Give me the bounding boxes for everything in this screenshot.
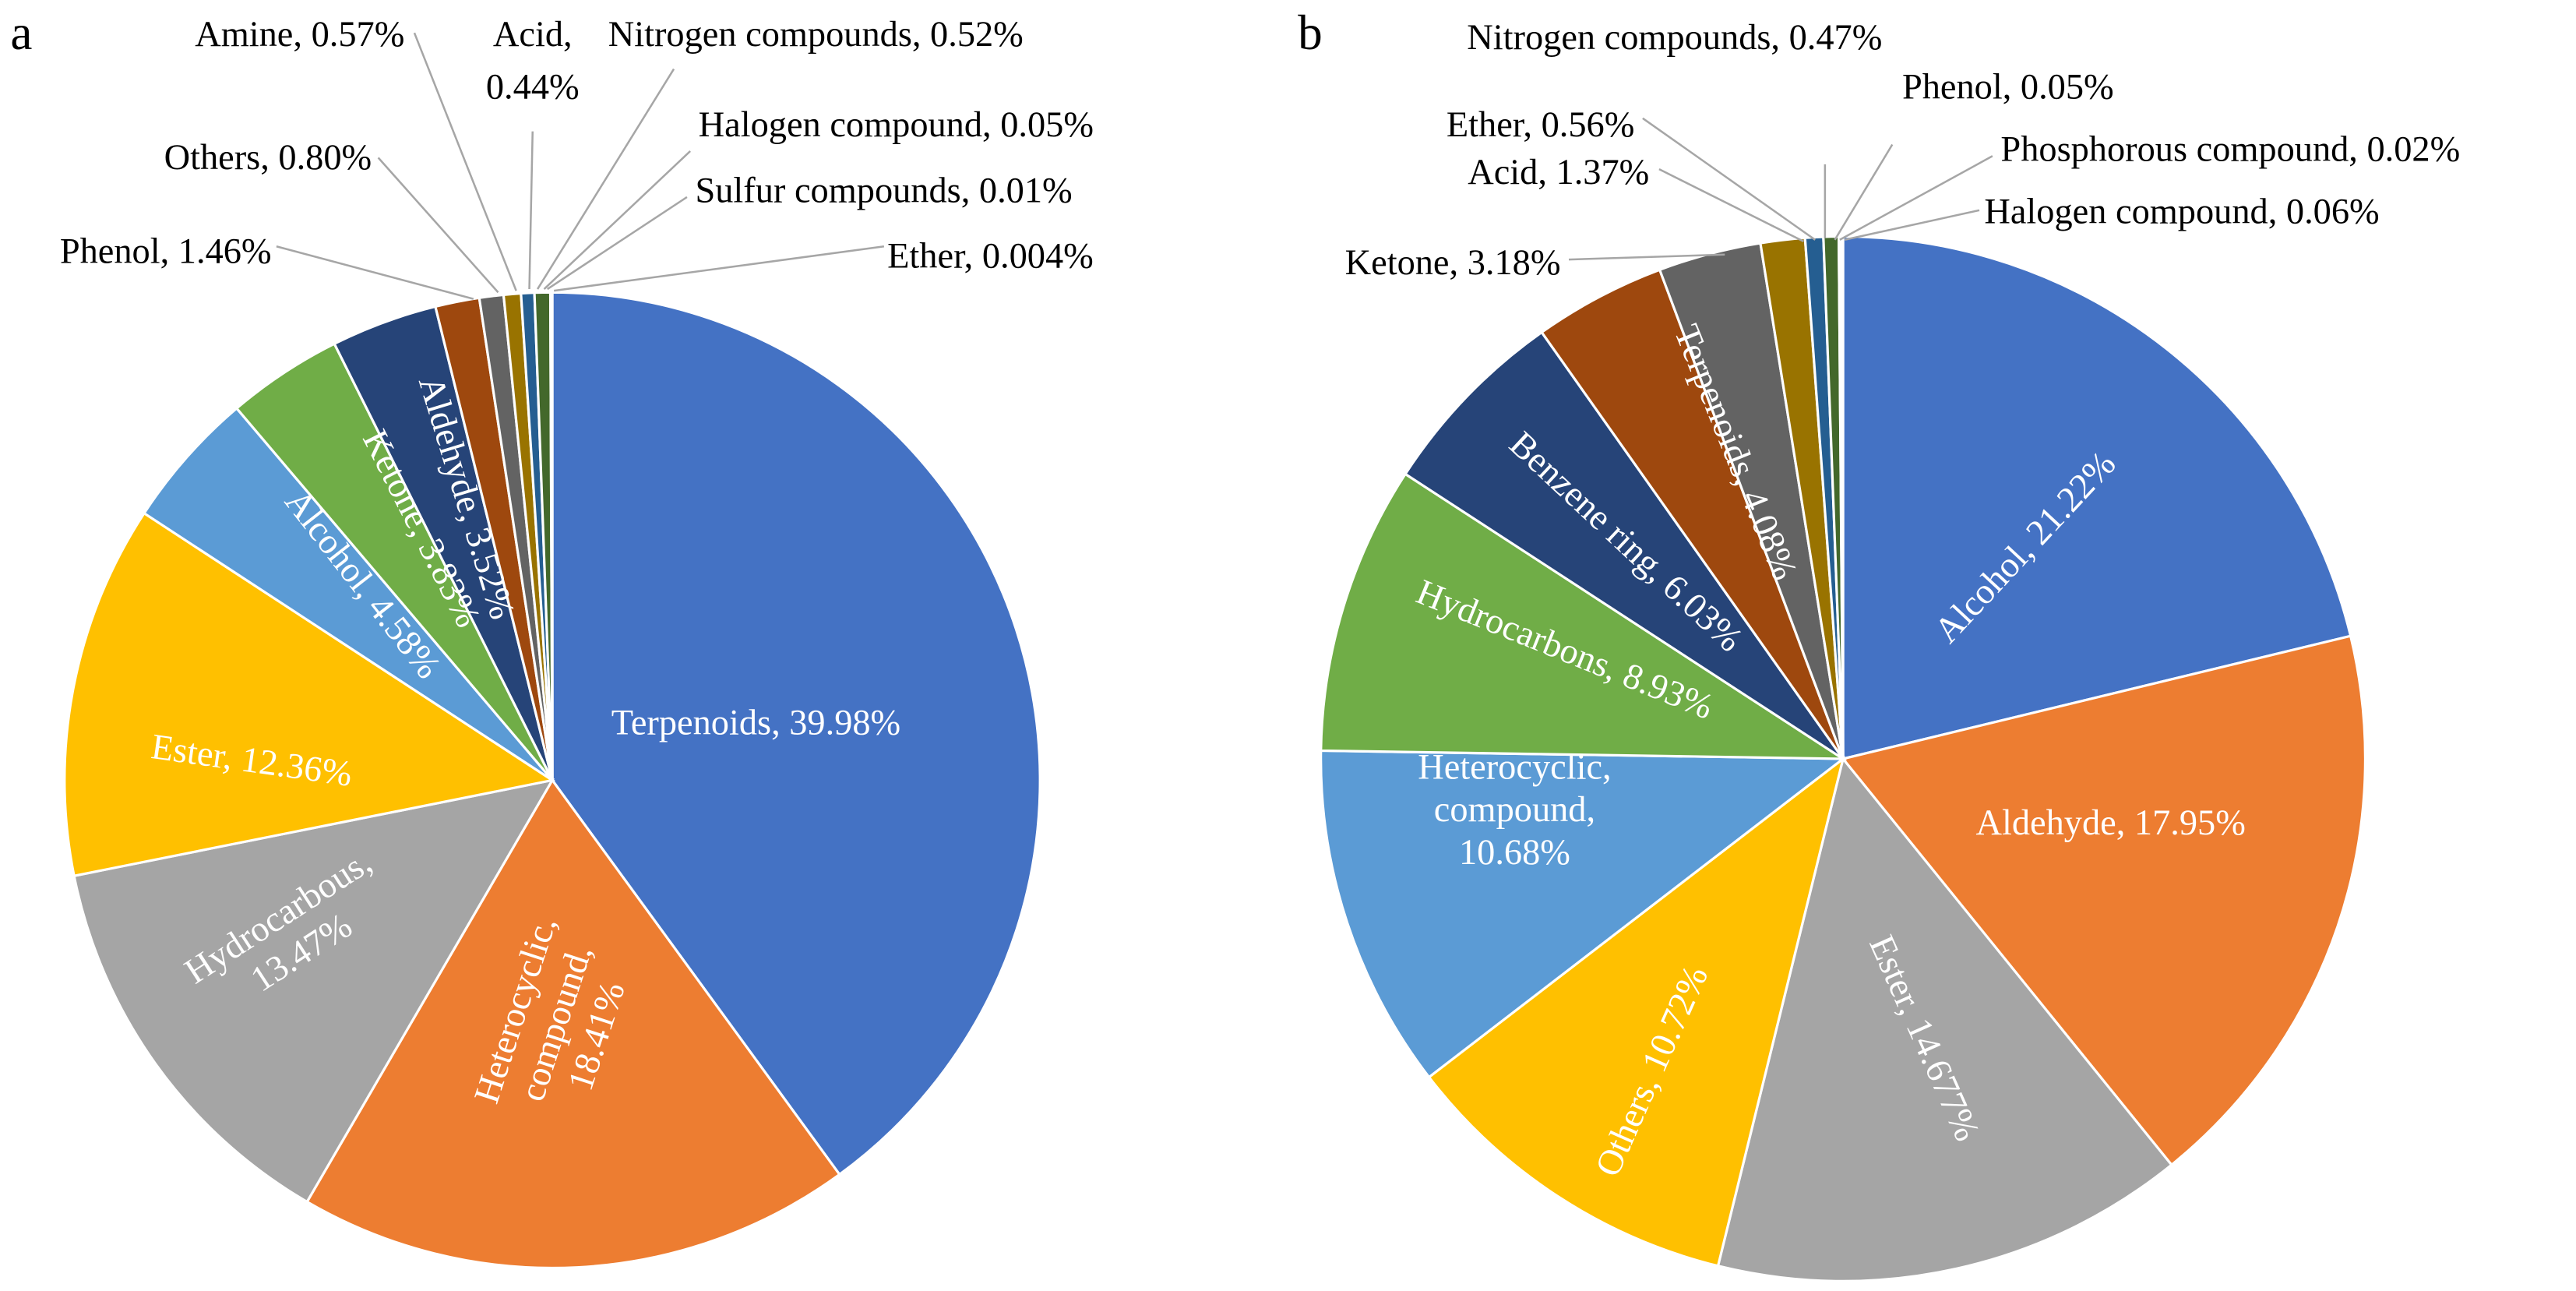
leader-line-ketone (1568, 253, 1725, 261)
data-label-heterocyclic-compound: Heterocyclic, compound, 10.68% (1418, 747, 1611, 873)
slice-halogen-compound (1839, 235, 1845, 759)
slice-hydrocarbons (1320, 472, 1848, 760)
slice-alcohol (1841, 235, 2352, 760)
leader-line-phosphorous-compound (1839, 155, 1993, 241)
data-label-acid: Acid, 0.44% (486, 15, 580, 107)
data-label-others: Others, 0.80% (164, 138, 372, 178)
slice-aldehyde (1841, 634, 2366, 1167)
pie-chart-a: Terpenoids, 39.98%Heterocyclic,compound,… (60, 15, 1094, 1270)
leader-line-acid (528, 131, 534, 290)
data-label-aldehyde: Aldehyde, 17.95% (1976, 803, 2246, 843)
slice-terpenoids (551, 291, 1041, 1176)
pie-chart-b: Alcohol, 21.22%Aldehyde, 17.95%Ester, 14… (1320, 18, 2460, 1282)
data-label-halogen-compound: Halogen compound, 0.05% (699, 105, 1094, 145)
slice-ester (1716, 756, 2174, 1282)
data-label-phosphorous-compound: Phosphorous compound, 0.02% (2000, 130, 2460, 170)
data-label-nitrogen-compounds: Nitrogen compounds, 0.52% (608, 15, 1024, 55)
leader-line-amine (413, 32, 517, 291)
panel-label-b: b (1298, 5, 1323, 60)
leader-line-halogen-compound (543, 150, 692, 290)
data-label-amine: Amine, 0.57% (195, 15, 404, 55)
slice-alcohol (142, 406, 554, 781)
slice-heterocyclic-compound (1320, 749, 1847, 1079)
leader-line-others (377, 157, 499, 294)
data-label-sulfur-compounds: Sulfur compounds, 0.01% (695, 171, 1072, 210)
panel-label-a: a (10, 5, 32, 60)
data-label-nitrogen-compounds: Nitrogen compounds, 0.47% (1467, 18, 1882, 58)
data-label-terpenoids: Terpenoids, 39.98% (611, 703, 900, 743)
leader-line-ether (553, 245, 885, 292)
leader-line-sulfur-compounds (547, 196, 688, 291)
data-label-acid: Acid, 1.37% (1468, 153, 1649, 192)
leader-line-nitrogen-compounds (537, 68, 675, 290)
data-label-ether: Ether, 0.56% (1447, 105, 1634, 145)
leader-line-phenol (1834, 143, 1894, 241)
data-label-halogen-compound: Halogen compound, 0.06% (1984, 192, 2379, 232)
data-label-phenol: Phenol, 1.46% (60, 231, 272, 271)
slice-hydrocarbous (72, 778, 555, 1204)
leader-line-phenol (276, 245, 474, 300)
slice-benzene-ring (1403, 330, 1845, 760)
slice-others (1427, 755, 1845, 1268)
data-label-phenol: Phenol, 0.05% (1902, 67, 2114, 107)
leader-line-acid (1658, 168, 1805, 243)
slice-ester (63, 511, 556, 878)
data-label-ketone: Ketone, 3.18% (1345, 243, 1561, 283)
data-label-ether: Ether, 0.004% (887, 237, 1094, 277)
leader-line-halogen-compound (1844, 209, 1980, 242)
leader-line-ether (1642, 117, 1816, 241)
slice-heterocyclic-compound (305, 778, 841, 1270)
